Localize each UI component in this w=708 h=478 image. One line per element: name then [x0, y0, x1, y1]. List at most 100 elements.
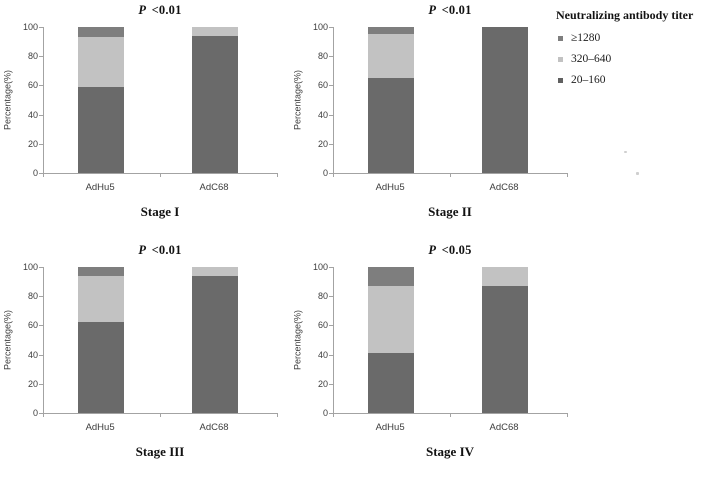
- y-tick-label: 40: [317, 109, 328, 120]
- y-tick-label: 100: [312, 262, 328, 272]
- x-tick-mark: [277, 174, 278, 177]
- y-tick-mark: [329, 56, 333, 58]
- y-axis-title: Percentage(%): [2, 69, 13, 131]
- stage-label: Stage IV: [425, 444, 475, 459]
- y-tick-label: 100: [22, 22, 38, 32]
- p-value-title: P <0.01: [333, 3, 567, 18]
- p-value-italic: P: [428, 3, 437, 17]
- x-tick-mark: [567, 414, 568, 417]
- chart-panel-stage-2: P <0.01 Percentage(%) 0 20 40 60 80 100 AdHu5 AdC…: [290, 0, 580, 238]
- bar-segment: [482, 267, 529, 286]
- y-tick-label: 20: [317, 378, 328, 389]
- p-value-italic: P: [138, 3, 147, 17]
- x-tick-mark: [160, 414, 161, 417]
- y-tick-label: 20: [27, 138, 38, 149]
- bar-segment: [368, 353, 415, 413]
- legend-item-label: 20–160: [571, 74, 606, 86]
- category-label: AdC68: [199, 182, 229, 193]
- bar-segment: [368, 78, 415, 173]
- x-tick-mark: [333, 174, 334, 177]
- legend-item-label: ≥1280: [571, 32, 601, 44]
- y-axis-title: Percentage(%): [292, 69, 303, 131]
- y-tick-mark: [329, 85, 333, 87]
- y-tick-mark: [39, 143, 43, 145]
- y-tick-label: 80: [317, 51, 328, 62]
- category-label: AdC68: [489, 422, 519, 433]
- category-label: AdHu5: [85, 182, 115, 193]
- y-tick-label: 0: [32, 168, 38, 178]
- y-tick-label: 40: [317, 349, 328, 360]
- x-tick-mark: [277, 414, 278, 417]
- stage-label: Stage I: [140, 204, 180, 219]
- y-tick-label: 0: [322, 168, 328, 178]
- bar-segment: [368, 267, 415, 286]
- plot-area: [43, 27, 278, 174]
- p-value-title: P <0.05: [333, 243, 567, 258]
- legend-swatch-icon: [558, 77, 563, 83]
- chart-panel-stage-4: P <0.05 Percentage(%) 0 20 40 60 80 100 AdHu5 AdC…: [290, 240, 580, 478]
- legend-items: ≥1280 320–640 20–160: [556, 32, 708, 86]
- stacked-bar: [482, 267, 529, 413]
- bar-segment: [78, 267, 125, 276]
- x-tick-mark: [43, 174, 44, 177]
- y-tick-mark: [39, 114, 43, 116]
- y-tick-mark: [39, 383, 43, 385]
- y-tick-label: 60: [27, 320, 38, 331]
- legend-item: 320–640: [556, 53, 708, 65]
- y-tick-label: 40: [27, 109, 38, 120]
- bar-segment: [368, 285, 415, 354]
- y-tick-mark: [329, 413, 333, 414]
- stacked-bar: [482, 27, 529, 173]
- category-label: AdC68: [489, 182, 519, 193]
- y-tick-mark: [329, 296, 333, 298]
- x-tick-mark: [333, 414, 334, 417]
- y-tick-mark: [39, 173, 43, 174]
- bar-segment: [78, 37, 125, 87]
- y-tick-mark: [329, 143, 333, 145]
- bar-segment: [482, 285, 529, 413]
- x-tick-mark: [160, 174, 161, 177]
- y-tick-mark: [39, 27, 43, 28]
- y-tick-mark: [329, 173, 333, 174]
- p-value-italic: P: [428, 243, 437, 257]
- bar-segment: [192, 35, 239, 173]
- legend-swatch-icon: [558, 56, 563, 62]
- x-tick-mark: [43, 414, 44, 417]
- x-tick-mark: [450, 414, 451, 417]
- y-tick-label: 60: [27, 80, 38, 91]
- y-axis-title: Percentage(%): [2, 309, 13, 371]
- category-label: AdHu5: [85, 422, 115, 433]
- y-tick-mark: [39, 296, 43, 298]
- bar-segment: [368, 34, 415, 79]
- y-tick-mark: [329, 325, 333, 327]
- y-tick-label: 80: [27, 51, 38, 62]
- stacked-bar: [78, 267, 125, 413]
- legend-item: 20–160: [556, 74, 708, 86]
- p-value-title: P <0.01: [43, 3, 277, 18]
- y-tick-mark: [329, 354, 333, 356]
- p-value-title: P <0.01: [43, 243, 277, 258]
- legend-item: ≥1280: [556, 32, 708, 44]
- p-value-italic: P: [138, 243, 147, 257]
- y-tick-mark: [329, 27, 333, 28]
- legend-title: Neutralizing antibody titer: [556, 8, 694, 22]
- bar-segment: [368, 27, 415, 35]
- speck-artifact: [624, 151, 627, 153]
- stacked-bar: [368, 27, 415, 173]
- y-tick-label: 80: [317, 291, 328, 302]
- y-tick-label: 0: [32, 408, 38, 418]
- y-tick-label: 60: [317, 80, 328, 91]
- speck-artifact: [636, 172, 639, 175]
- y-tick-mark: [39, 267, 43, 268]
- bar-segment: [482, 27, 529, 173]
- plot-area: [333, 267, 568, 414]
- y-tick-label: 100: [22, 262, 38, 272]
- y-tick-mark: [329, 114, 333, 116]
- chart-panel-stage-1: P <0.01 Percentage(%) 0 20 40 60 80 100 AdHu5 AdC…: [0, 0, 290, 238]
- x-tick-mark: [567, 174, 568, 177]
- legend: Neutralizing antibody titer ≥1280 320–640…: [556, 8, 708, 86]
- y-tick-mark: [39, 56, 43, 58]
- bar-segment: [78, 86, 125, 173]
- x-tick-mark: [450, 174, 451, 177]
